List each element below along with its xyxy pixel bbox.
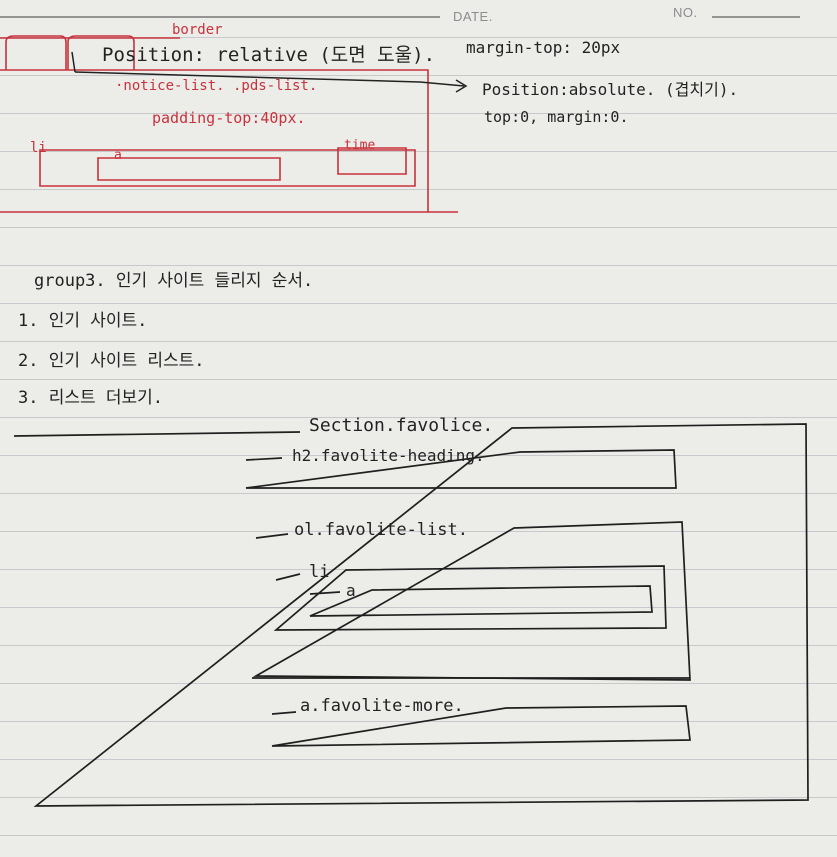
red-a-label: a bbox=[114, 148, 122, 163]
a-box bbox=[309, 585, 653, 617]
a-label: a bbox=[346, 581, 356, 600]
red-li-label: li bbox=[30, 140, 47, 156]
favorite-section-diagram bbox=[13, 423, 809, 807]
ol-label: ol.favolite-list. bbox=[294, 520, 468, 540]
group-item: 2. 인기 사이트 리스트. bbox=[18, 351, 205, 371]
h2-label: h2.favolite-heading. bbox=[292, 446, 485, 465]
red-time-label: time bbox=[344, 138, 376, 153]
group-item: 1. 인기 사이트. bbox=[18, 311, 148, 331]
red-tab-left bbox=[5, 35, 67, 70]
group-item: 3. 리스트 더보기. bbox=[18, 388, 164, 408]
red-li-box bbox=[39, 149, 416, 187]
red-outer-box bbox=[0, 69, 429, 213]
arrow bbox=[71, 51, 468, 93]
red-a-box bbox=[97, 157, 281, 181]
padding-label: padding-top:40px. bbox=[152, 109, 306, 127]
arrow-head bbox=[455, 79, 468, 93]
position-absolute-note: Position:absolute. (겹치기). bbox=[482, 80, 739, 99]
notice-list-label: ·notice-list. .pds-list. bbox=[115, 78, 318, 94]
section-box bbox=[13, 423, 809, 807]
date-label: DATE. bbox=[453, 9, 493, 24]
red-tab-right bbox=[67, 35, 135, 70]
arrow-stroke bbox=[71, 51, 76, 73]
more-box bbox=[271, 705, 691, 747]
red-time-box bbox=[337, 147, 407, 175]
ol-box bbox=[252, 521, 691, 681]
h2-box bbox=[245, 449, 677, 489]
group-title: group3. 인기 사이트 들리지 순서. bbox=[34, 271, 314, 291]
top-margin-note: top:0, margin:0. bbox=[484, 108, 629, 126]
position-relative-note: Position: relative (도면 도울). bbox=[102, 44, 436, 66]
number-label: NO. bbox=[673, 5, 698, 20]
more-label: a.favolite-more. bbox=[300, 696, 464, 716]
margin-top-note: margin-top: 20px bbox=[466, 38, 621, 57]
li-box bbox=[273, 565, 667, 631]
red-list-sketch bbox=[0, 35, 458, 213]
section-label: Section.favolice. bbox=[309, 415, 494, 436]
li-label: li bbox=[309, 562, 330, 582]
arrow-line bbox=[74, 71, 465, 87]
border-label: border bbox=[172, 22, 223, 38]
